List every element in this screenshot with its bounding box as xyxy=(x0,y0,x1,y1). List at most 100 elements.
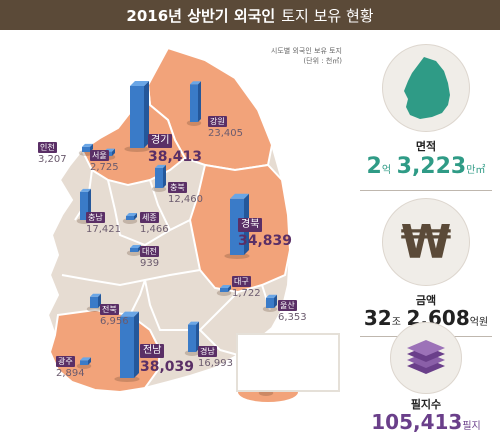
bar-전남 xyxy=(114,311,140,382)
bar-front xyxy=(130,248,138,252)
stat-parcel-label: 필지수 xyxy=(410,398,442,411)
bar-top xyxy=(230,193,249,199)
bar-front xyxy=(266,297,274,308)
bar-top xyxy=(126,213,137,216)
bar-front xyxy=(120,316,134,378)
bar-대구 xyxy=(216,285,232,296)
summary-panel: 면적 2억 3,223만㎡ ₩ 금액 32조 2,608억원 필지수 105,4… xyxy=(352,30,500,438)
stat-parcel-number: 105,413 xyxy=(371,410,463,434)
bar-top xyxy=(130,245,141,248)
region-name: 경남 xyxy=(198,346,217,357)
region-value: 939 xyxy=(140,258,160,269)
region-name: 인천 xyxy=(38,142,57,153)
stat-amount-prefix-unit: 조 xyxy=(391,317,401,328)
region-value: 12,460 xyxy=(168,194,203,205)
bar-top xyxy=(120,311,139,317)
region-label-광주: 광주 2,894 xyxy=(56,356,85,379)
region-label-충남: 충남 17,421 xyxy=(86,212,121,235)
stat-amount-value: 32조 2,608억원 xyxy=(352,306,500,330)
region-label-세종: 세종 1,466 xyxy=(140,212,169,235)
region-value: 2,894 xyxy=(56,368,85,379)
region-name: 충북 xyxy=(168,182,187,193)
stat-area-number: 3,223 xyxy=(396,154,467,179)
bar-front xyxy=(188,324,196,352)
stat-area-prefix-unit: 억 xyxy=(381,165,392,176)
region-value: 6,956 xyxy=(100,316,129,327)
bar-side xyxy=(144,81,149,148)
stat-amount-label: 금액 xyxy=(415,294,437,307)
bar-side xyxy=(163,164,166,188)
bar-side xyxy=(274,294,277,308)
title-bar: 2016년 상반기 외국인 토지 보유 현황 xyxy=(0,0,500,30)
region-value: 38,413 xyxy=(148,149,203,165)
parcel-stack-icon xyxy=(407,340,445,374)
stat-amount-unit: 억원 xyxy=(469,317,489,328)
region-value: 3,207 xyxy=(38,154,67,165)
stat-parcel-value: 105,413필지 xyxy=(352,410,500,434)
region-name: 울산 xyxy=(278,300,297,311)
bar-front xyxy=(82,146,90,152)
region-name: 광주 xyxy=(56,356,75,367)
bar-인천 xyxy=(78,143,94,156)
region-label-경북: 경북 34,839 xyxy=(238,218,292,249)
stat-area-circle xyxy=(382,44,470,132)
bars-layer xyxy=(76,81,278,396)
bar-side xyxy=(112,148,115,156)
bar-세종 xyxy=(122,213,138,224)
title-bold: 2016년 상반기 외국인 xyxy=(126,6,276,25)
region-value: 17,421 xyxy=(86,224,121,235)
region-name: 대전 xyxy=(140,246,159,257)
won-coin-icon: ₩ xyxy=(400,215,452,269)
bar-front xyxy=(190,84,198,122)
region-label-전북: 전북 6,956 xyxy=(100,304,129,327)
bar-top xyxy=(155,164,166,168)
region-label-경기: 경기 38,413 xyxy=(148,134,202,165)
region-name: 전북 xyxy=(100,304,119,315)
stat-area-value: 2억 3,223만㎡ xyxy=(352,154,500,179)
stat-area-unit: 만㎡ xyxy=(466,165,486,176)
stat-amount-circle: ₩ xyxy=(382,198,470,286)
region-value: 6,353 xyxy=(278,312,307,323)
bar-경남 xyxy=(184,321,200,356)
bar-top xyxy=(80,188,91,192)
region-name: 전남 xyxy=(140,344,165,358)
korea-map-chart: 시도별 외국인 보유 토지 (단위 : 천㎡) 인천 3,207 서울 2,725 경기… xyxy=(0,30,350,438)
region-label-경남: 경남 16,993 xyxy=(198,346,233,369)
korea-map-icon xyxy=(404,57,450,119)
title-light: 토지 보유 현황 xyxy=(281,6,374,25)
region-name: 경기 xyxy=(148,134,173,148)
stat-parcel-unit: 필지 xyxy=(462,421,481,432)
stat-amount-prefix: 32 xyxy=(363,306,392,330)
bar-front xyxy=(80,360,88,365)
divider-1 xyxy=(360,190,492,191)
map-note-line2: (단위 : 천㎡) xyxy=(303,57,342,65)
map-note-line1: 시도별 외국인 보유 토지 xyxy=(270,47,342,55)
region-name: 충남 xyxy=(86,212,105,223)
bar-광주 xyxy=(76,357,92,369)
region-value: 34,839 xyxy=(238,233,293,249)
region-value: 23,405 xyxy=(208,128,243,139)
region-label-전남: 전남 38,039 xyxy=(140,344,194,375)
bar-side xyxy=(134,311,139,378)
bar-side xyxy=(88,357,91,365)
map-unit-note: 시도별 외국인 보유 토지 (단위 : 천㎡) xyxy=(271,46,342,66)
region-label-대전: 대전 939 xyxy=(140,246,159,269)
bar-top xyxy=(80,357,91,361)
region-value: 38,039 xyxy=(140,359,195,375)
bar-경북 xyxy=(224,193,250,259)
bar-top xyxy=(266,294,277,298)
bar-front xyxy=(90,296,98,308)
bar-side xyxy=(90,143,93,152)
bar-front xyxy=(80,191,88,220)
stat-area-label: 면적 xyxy=(415,140,437,153)
region-value: 2,725 xyxy=(90,162,119,173)
region-value: 1,722 xyxy=(232,288,261,299)
bar-top xyxy=(90,293,101,297)
bar-front xyxy=(126,216,134,220)
bar-top xyxy=(130,81,149,86)
stat-parcel-circle xyxy=(390,322,462,394)
bar-side xyxy=(134,213,137,220)
bar-side xyxy=(198,81,201,122)
region-name: 강원 xyxy=(208,116,227,127)
bar-경기 xyxy=(124,81,150,152)
